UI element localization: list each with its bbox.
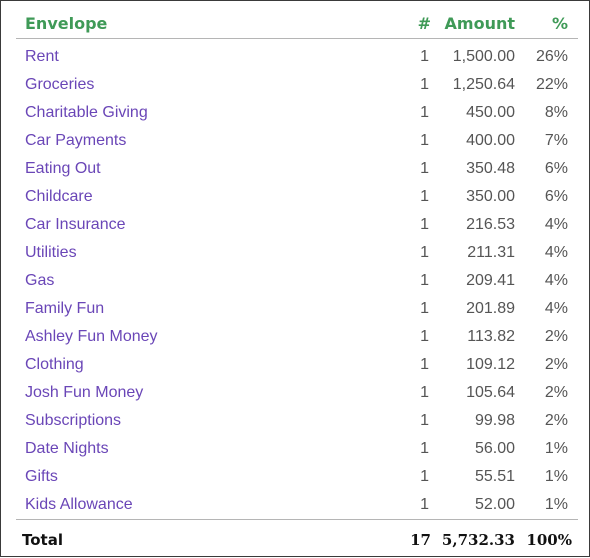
- envelope-amount: 55.51: [431, 463, 519, 491]
- envelope-name-link[interactable]: Rent: [16, 43, 316, 71]
- envelope-count: 1: [316, 295, 431, 323]
- envelope-name-link[interactable]: Clothing: [16, 351, 316, 379]
- envelope-amount: 400.00: [431, 127, 519, 155]
- envelope-amount: 99.98: [431, 407, 519, 435]
- envelope-name-link[interactable]: Subscriptions: [16, 407, 316, 435]
- total-percent: 100%: [519, 520, 578, 558]
- envelope-name-link[interactable]: Childcare: [16, 183, 316, 211]
- envelope-count: 1: [316, 71, 431, 99]
- envelope-name-link[interactable]: Date Nights: [16, 435, 316, 463]
- envelope-name-link[interactable]: Eating Out: [16, 155, 316, 183]
- total-count: 17: [316, 520, 431, 558]
- envelope-count: 1: [316, 267, 431, 295]
- envelope-count: 1: [316, 463, 431, 491]
- envelope-percent: 1%: [519, 491, 578, 520]
- envelope-name-link[interactable]: Car Insurance: [16, 211, 316, 239]
- envelope-name-link[interactable]: Utilities: [16, 239, 316, 267]
- envelope-count: 1: [316, 351, 431, 379]
- total-amount: 5,732.33: [431, 520, 519, 558]
- envelope-amount: 211.31: [431, 239, 519, 267]
- envelope-amount: 105.64: [431, 379, 519, 407]
- envelope-amount: 113.82: [431, 323, 519, 351]
- envelope-percent: 4%: [519, 211, 578, 239]
- envelope-name-link[interactable]: Josh Fun Money: [16, 379, 316, 407]
- envelope-percent: 6%: [519, 183, 578, 211]
- envelope-percent: 1%: [519, 435, 578, 463]
- envelope-name-link[interactable]: Gifts: [16, 463, 316, 491]
- envelope-amount: 56.00: [431, 435, 519, 463]
- envelope-percent: 4%: [519, 239, 578, 267]
- envelope-percent: 2%: [519, 407, 578, 435]
- envelope-count: 1: [316, 435, 431, 463]
- envelope-name-link[interactable]: Gas: [16, 267, 316, 295]
- envelope-amount: 1,250.64: [431, 71, 519, 99]
- envelope-amount: 209.41: [431, 267, 519, 295]
- envelope-percent: 1%: [519, 463, 578, 491]
- envelope-percent: 2%: [519, 351, 578, 379]
- envelope-count: 1: [316, 155, 431, 183]
- envelope-count: 1: [316, 239, 431, 267]
- table-header-row: Envelope # Amount %: [16, 8, 578, 39]
- column-header-amount[interactable]: Amount: [431, 8, 519, 39]
- envelope-name-link[interactable]: Ashley Fun Money: [16, 323, 316, 351]
- envelope-amount: 52.00: [431, 491, 519, 520]
- envelope-percent: 4%: [519, 295, 578, 323]
- envelope-percent: 8%: [519, 99, 578, 127]
- envelope-percent: 2%: [519, 323, 578, 351]
- envelope-name-link[interactable]: Charitable Giving: [16, 99, 316, 127]
- envelope-count: 1: [316, 407, 431, 435]
- envelope-percent: 26%: [519, 43, 578, 71]
- envelope-count: 1: [316, 99, 431, 127]
- envelope-percent: 6%: [519, 155, 578, 183]
- envelope-name-link[interactable]: Kids Allowance: [16, 491, 316, 520]
- envelope-amount: 350.48: [431, 155, 519, 183]
- envelope-percent: 22%: [519, 71, 578, 99]
- column-header-percent[interactable]: %: [519, 8, 578, 39]
- envelope-name-link[interactable]: Family Fun: [16, 295, 316, 323]
- envelope-count: 1: [316, 211, 431, 239]
- envelope-count: 1: [316, 183, 431, 211]
- envelope-percent: 4%: [519, 267, 578, 295]
- envelope-amount: 1,500.00: [431, 43, 519, 71]
- envelope-amount: 350.00: [431, 183, 519, 211]
- envelope-percent: 2%: [519, 379, 578, 407]
- envelope-amount: 450.00: [431, 99, 519, 127]
- column-header-envelope[interactable]: Envelope: [16, 8, 316, 39]
- envelope-count: 1: [316, 379, 431, 407]
- envelope-count: 1: [316, 491, 431, 520]
- envelope-amount: 201.89: [431, 295, 519, 323]
- envelope-name-link[interactable]: Groceries: [16, 71, 316, 99]
- envelope-count: 1: [316, 127, 431, 155]
- total-label: Total: [16, 520, 316, 558]
- total-row: Total 17 5,732.33 100%: [16, 520, 578, 558]
- envelope-name-link[interactable]: Car Payments: [16, 127, 316, 155]
- envelope-amount: 109.12: [431, 351, 519, 379]
- envelope-count: 1: [316, 323, 431, 351]
- envelope-percent: 7%: [519, 127, 578, 155]
- envelope-count: 1: [316, 43, 431, 71]
- column-header-count[interactable]: #: [316, 8, 431, 39]
- envelope-amount: 216.53: [431, 211, 519, 239]
